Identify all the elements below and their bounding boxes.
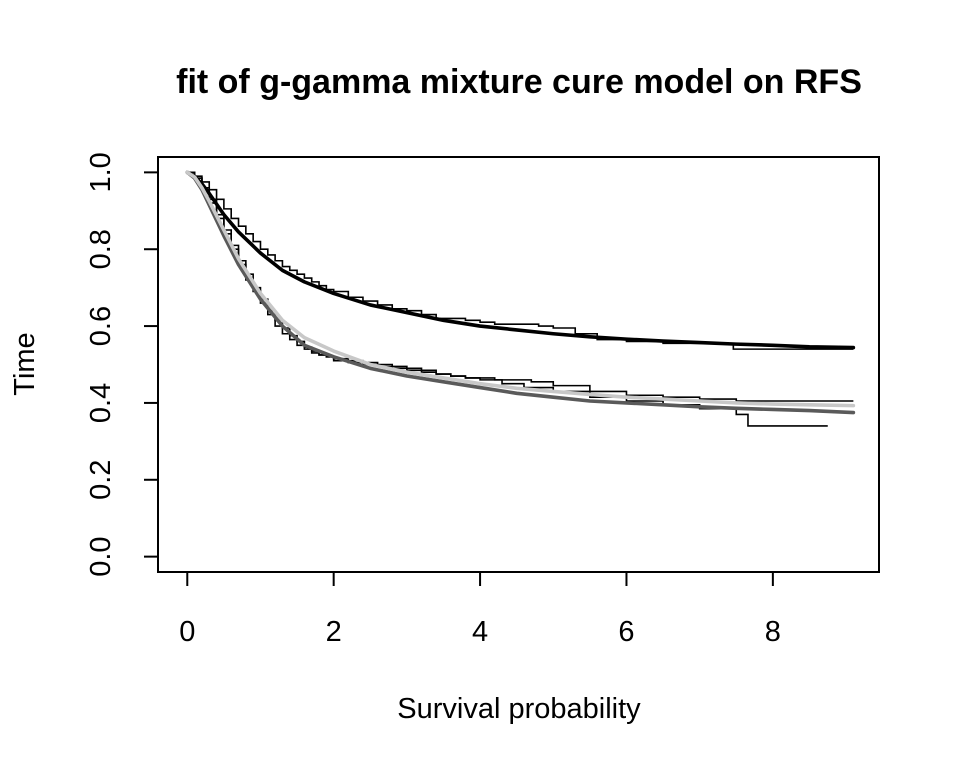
y-tick-label: 0.0 [85, 536, 117, 576]
x-tick-label: 2 [326, 616, 342, 648]
chart-title: fit of g-gamma mixture cure model on RFS [176, 63, 862, 101]
y-tick-label: 0.8 [85, 229, 117, 269]
y-tick-label: 1.0 [85, 152, 117, 192]
x-tick-label: 6 [618, 616, 634, 648]
plot-frame [157, 156, 880, 573]
y-tick-label: 0.4 [85, 383, 117, 423]
fitted-curve-4 [185, 170, 856, 350]
x-axis: 0 2 4 6 8 [179, 571, 781, 648]
km-step-curve-1 [187, 171, 854, 350]
km-step-curve-3 [187, 171, 854, 402]
fitted-curve-5 [185, 170, 856, 415]
x-tick-label: 8 [765, 616, 781, 648]
y-axis-title: Time [9, 332, 41, 395]
series-layer [185, 170, 856, 427]
x-axis-title: Survival probability [397, 693, 641, 725]
x-tick-label: 4 [472, 616, 488, 648]
x-tick-label: 0 [179, 616, 195, 648]
y-tick-label: 0.6 [85, 306, 117, 346]
y-tick-label: 0.2 [85, 460, 117, 500]
y-axis: 0.0 0.2 0.4 0.6 0.8 1.0 [85, 152, 159, 577]
fitted-curve-6 [185, 170, 856, 408]
